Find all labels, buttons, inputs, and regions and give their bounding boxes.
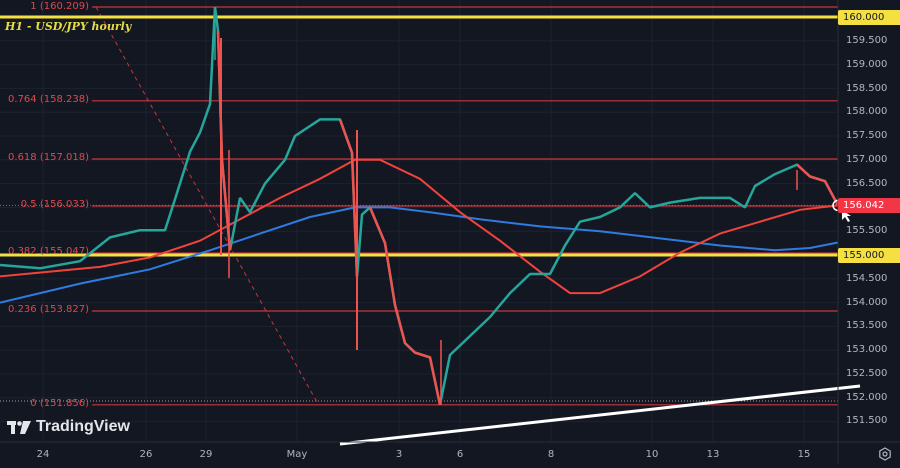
support-trendline xyxy=(339,384,861,446)
tradingview-logo-text: TradingView xyxy=(36,418,130,435)
chart-title: H1 - USD/JPY hourly xyxy=(5,20,132,33)
fibonacci-retracement xyxy=(92,6,838,406)
time-tick: 29 xyxy=(199,449,213,460)
price-tick: 153.000 xyxy=(846,344,888,355)
price-tick: 157.000 xyxy=(846,154,888,165)
fib-label-0236: 0.236 (153.827) xyxy=(8,304,89,315)
time-tick: 26 xyxy=(139,449,153,460)
tradingview-logo[interactable]: TradingView xyxy=(7,418,130,436)
price-tick: 155.500 xyxy=(846,225,888,236)
candlestick-series xyxy=(0,6,840,406)
price-tick: 152.500 xyxy=(846,368,888,379)
fib-label-0618: 0.618 (157.018) xyxy=(8,152,89,163)
chart-settings-button[interactable] xyxy=(878,446,892,461)
price-tick: 156.500 xyxy=(846,178,888,189)
price-tick: 154.000 xyxy=(846,297,888,308)
settings-icon xyxy=(879,447,891,461)
price-tag-155: 155.000 xyxy=(838,248,900,263)
mouse-cursor-icon xyxy=(842,210,851,222)
fib-label-1: 1 (160.209) xyxy=(30,1,89,12)
tradingview-logo-icon xyxy=(7,420,31,434)
time-tick: 24 xyxy=(36,449,50,460)
fib-label-0764: 0.764 (158.238) xyxy=(8,94,89,105)
price-tick: 153.500 xyxy=(846,320,888,331)
time-tick: May xyxy=(286,449,308,460)
price-tag-160: 160.000 xyxy=(838,10,900,25)
fib-label-05: 0.5 (156.033) xyxy=(20,199,89,210)
price-tick: 158.500 xyxy=(846,83,888,94)
price-tick: 157.500 xyxy=(846,130,888,141)
price-tick: 158.000 xyxy=(846,106,888,117)
time-tick: 8 xyxy=(547,449,555,460)
fib-anchor-line xyxy=(95,6,319,405)
time-tick: 10 xyxy=(645,449,659,460)
price-tick: 159.000 xyxy=(846,59,888,70)
price-tick: 154.500 xyxy=(846,273,888,284)
price-tick: 152.000 xyxy=(846,392,888,403)
fib-label-0: 0 (151.856) xyxy=(30,398,89,409)
fib-label-0382: 0.382 (155.047) xyxy=(8,246,89,257)
price-tag-last: 156.042 xyxy=(838,198,900,213)
price-tick: 159.500 xyxy=(846,35,888,46)
time-tick: 15 xyxy=(797,449,811,460)
ma-200-line xyxy=(0,206,839,304)
time-tick: 13 xyxy=(706,449,720,460)
ma-100-line xyxy=(0,158,839,295)
time-tick: 3 xyxy=(395,449,403,460)
price-tick: 151.500 xyxy=(846,415,888,426)
time-tick: 6 xyxy=(456,449,464,460)
